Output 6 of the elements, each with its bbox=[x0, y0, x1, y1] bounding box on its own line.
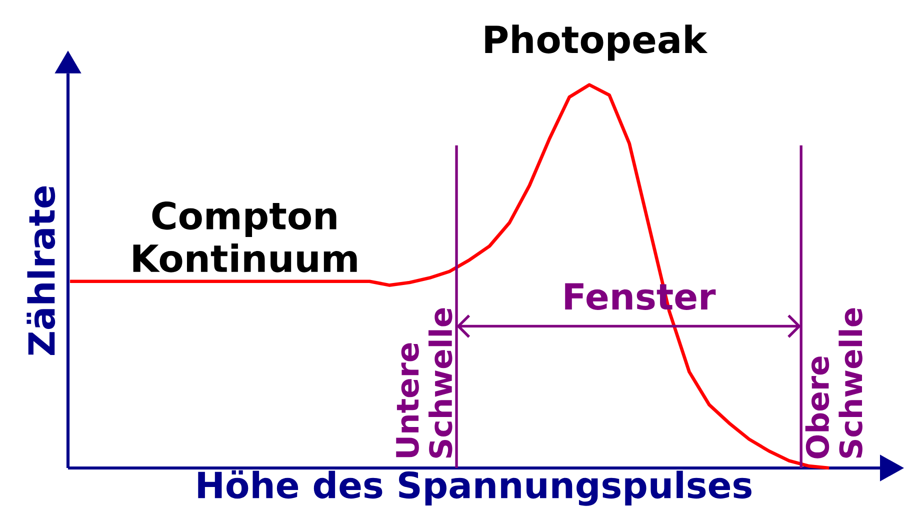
y-axis-title: Zählrate bbox=[26, 186, 56, 356]
annotation: Compton Kontinuum bbox=[133, 201, 357, 272]
annotation: Untere Schwelle bbox=[396, 308, 452, 458]
text: Photopeak bbox=[485, 24, 708, 61]
annotation: Obere Schwelle bbox=[805, 308, 862, 458]
x-axis-title: Höhe des Spannungspulses bbox=[198, 470, 752, 506]
